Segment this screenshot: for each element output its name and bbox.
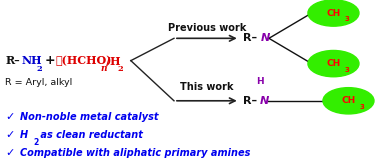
Text: ✓: ✓ xyxy=(5,148,14,158)
Text: CH: CH xyxy=(341,96,356,105)
Text: 3: 3 xyxy=(345,16,350,22)
Text: H: H xyxy=(256,77,264,86)
Text: Non-noble metal catalyst: Non-noble metal catalyst xyxy=(20,112,159,122)
Text: CH: CH xyxy=(326,8,341,18)
Text: CH: CH xyxy=(326,59,341,68)
Ellipse shape xyxy=(308,0,359,26)
Text: 3: 3 xyxy=(360,104,365,110)
Text: ✓: ✓ xyxy=(5,112,14,122)
Text: ✓: ✓ xyxy=(5,130,14,140)
Text: as clean reductant: as clean reductant xyxy=(37,130,143,140)
Text: 2: 2 xyxy=(36,65,42,73)
Text: H: H xyxy=(20,130,28,140)
Text: R–: R– xyxy=(243,33,257,43)
Text: N: N xyxy=(260,96,269,106)
Text: Previous work: Previous work xyxy=(167,23,246,33)
Text: Compatible with aliphatic primary amines: Compatible with aliphatic primary amines xyxy=(20,148,251,158)
Text: NH: NH xyxy=(22,55,43,66)
Text: N: N xyxy=(260,33,270,43)
Text: n: n xyxy=(100,64,107,73)
Ellipse shape xyxy=(323,88,374,114)
Text: R–: R– xyxy=(243,96,257,106)
Text: R = Aryl, alkyl: R = Aryl, alkyl xyxy=(5,78,73,88)
Text: 3: 3 xyxy=(345,67,350,72)
Text: This work: This work xyxy=(180,82,234,92)
Text: +: + xyxy=(45,54,55,67)
Text: R–: R– xyxy=(5,55,20,66)
Ellipse shape xyxy=(308,50,359,77)
Text: 2: 2 xyxy=(117,65,123,73)
Text: ‧(HCHO): ‧(HCHO) xyxy=(56,55,112,66)
Text: /H: /H xyxy=(106,55,120,66)
Text: 2: 2 xyxy=(33,138,39,147)
